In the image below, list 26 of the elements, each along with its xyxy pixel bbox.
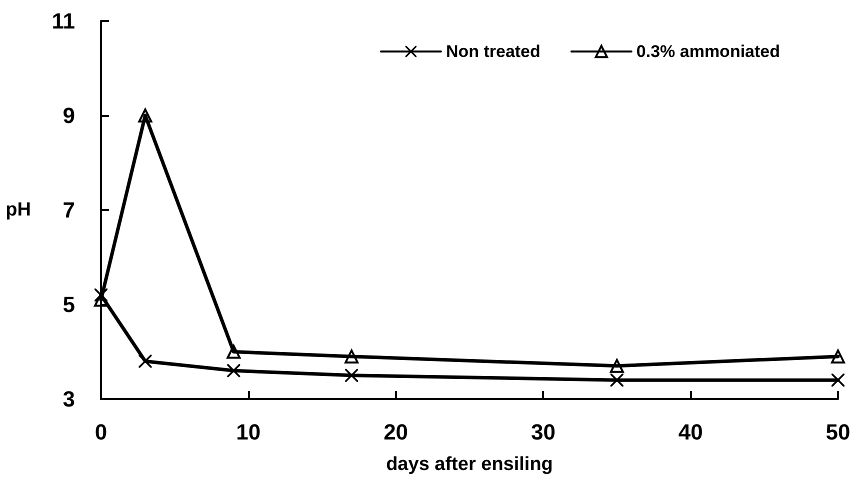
y-tick-label: 11 <box>52 8 75 34</box>
y-tick-label: 9 <box>62 103 75 128</box>
point <box>831 349 845 364</box>
point <box>227 364 240 378</box>
point <box>226 344 241 359</box>
x-tick-label: 0 <box>94 420 108 444</box>
legend-label: Non treated <box>446 42 540 61</box>
y-tick-label: 3 <box>62 386 75 412</box>
point <box>138 354 152 368</box>
y-tick-label: 7 <box>62 198 75 222</box>
x-tick-label: 10 <box>236 420 261 444</box>
x-axis-title: days after ensiling <box>386 454 553 475</box>
point <box>832 374 844 387</box>
legend-label: 0.3% ammoniated <box>636 42 780 61</box>
point <box>610 374 624 387</box>
x-tick-label: 30 <box>530 420 556 444</box>
y-axis-title: pH <box>6 200 31 220</box>
point <box>94 292 108 307</box>
y-tick-label: 5 <box>62 292 75 317</box>
x-tick-label: 40 <box>678 420 703 444</box>
point <box>138 108 152 122</box>
point <box>345 368 358 382</box>
x-tick-label: 20 <box>384 420 408 444</box>
point <box>344 349 359 364</box>
x-tick-label: 50 <box>826 420 850 444</box>
point <box>610 358 624 373</box>
